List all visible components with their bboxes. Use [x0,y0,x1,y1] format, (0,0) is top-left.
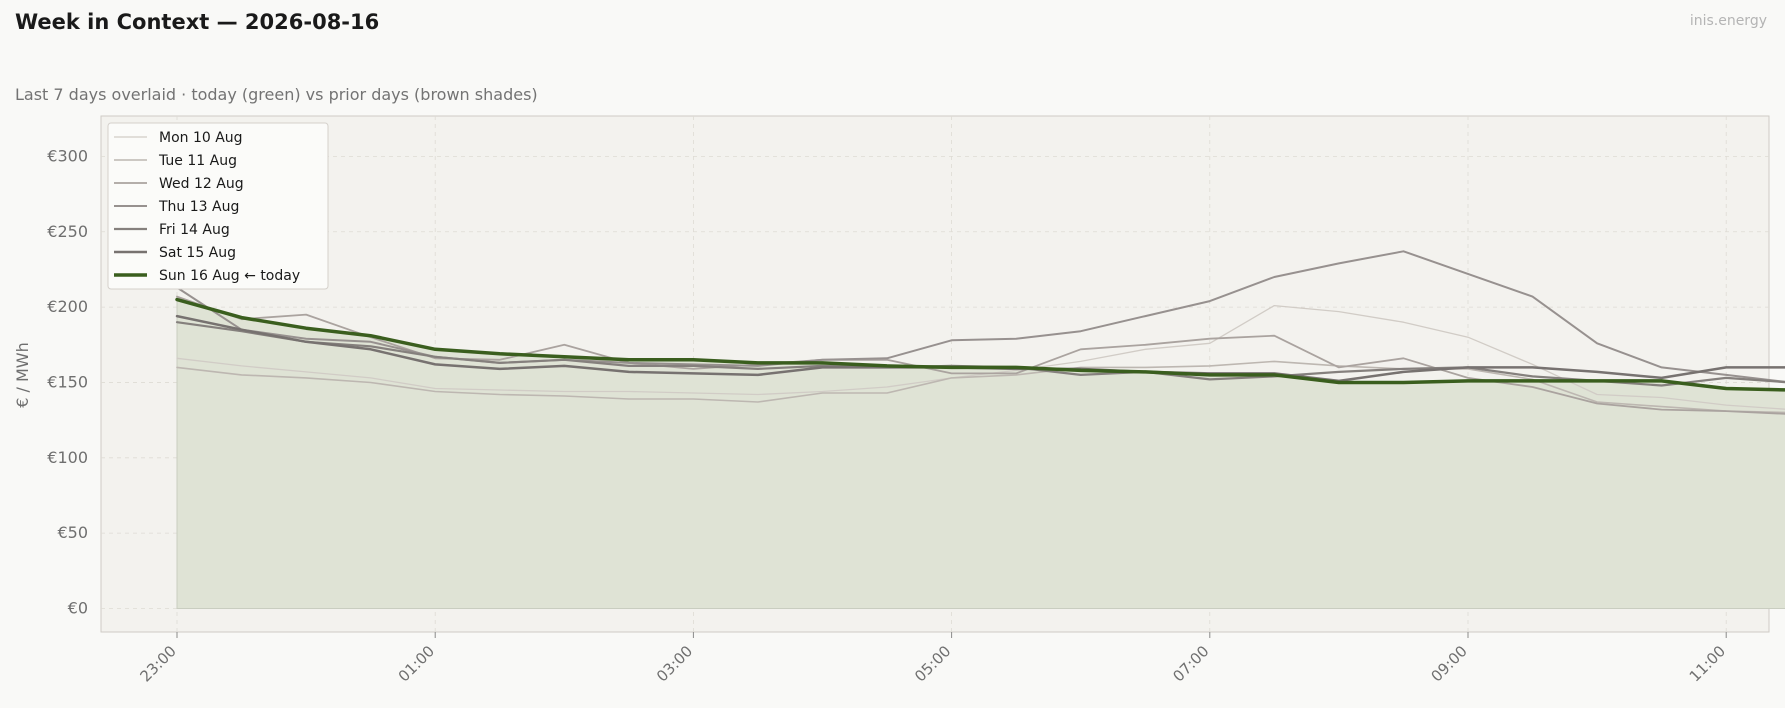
legend-label: Thu 13 Aug [158,199,239,215]
series-line-4 [175,321,1785,387]
y-tick-label: €0 [68,599,88,618]
x-tick-label: 11:00 [1686,642,1729,685]
y-tick-label: €300 [47,146,88,165]
page-title: Week in Context — 2026-08-16 [15,10,380,34]
x-tick-label: 23:00 [137,642,180,685]
x-tick-label: 03:00 [653,642,696,685]
series-line-6 [175,297,1785,392]
y-tick-label: €200 [47,297,88,316]
y-tick-label: €250 [47,222,88,241]
series-line-0 [176,304,1785,410]
x-tick-label: 09:00 [1428,642,1471,685]
y-tick-label: €100 [47,448,88,467]
page-subtitle: Last 7 days overlaid · today (green) vs … [15,85,538,104]
legend-label: Mon 10 Aug [159,130,243,146]
x-tick-label: 07:00 [1169,642,1212,685]
series-line-3 [176,250,1785,383]
legend-label: Wed 12 Aug [159,176,244,192]
y-tick-label: €150 [47,372,88,391]
legend-label: Sat 15 Aug [159,245,236,261]
brand-label: inis.energy [1689,13,1767,29]
legend-label: Tue 11 Aug [158,153,237,169]
legend-label: Sun 16 Aug ← today [159,268,300,284]
series-line-1 [176,360,1785,414]
x-tick-label: 05:00 [911,642,954,685]
series-line-2 [176,295,1785,415]
series-line-5 [175,314,1785,383]
y-tick-label: €50 [57,523,88,542]
y-axis-label: € / MWh [13,342,32,408]
legend-label: Fri 14 Aug [159,222,230,238]
legend-box [107,122,329,290]
x-tick-label: 01:00 [395,642,438,685]
